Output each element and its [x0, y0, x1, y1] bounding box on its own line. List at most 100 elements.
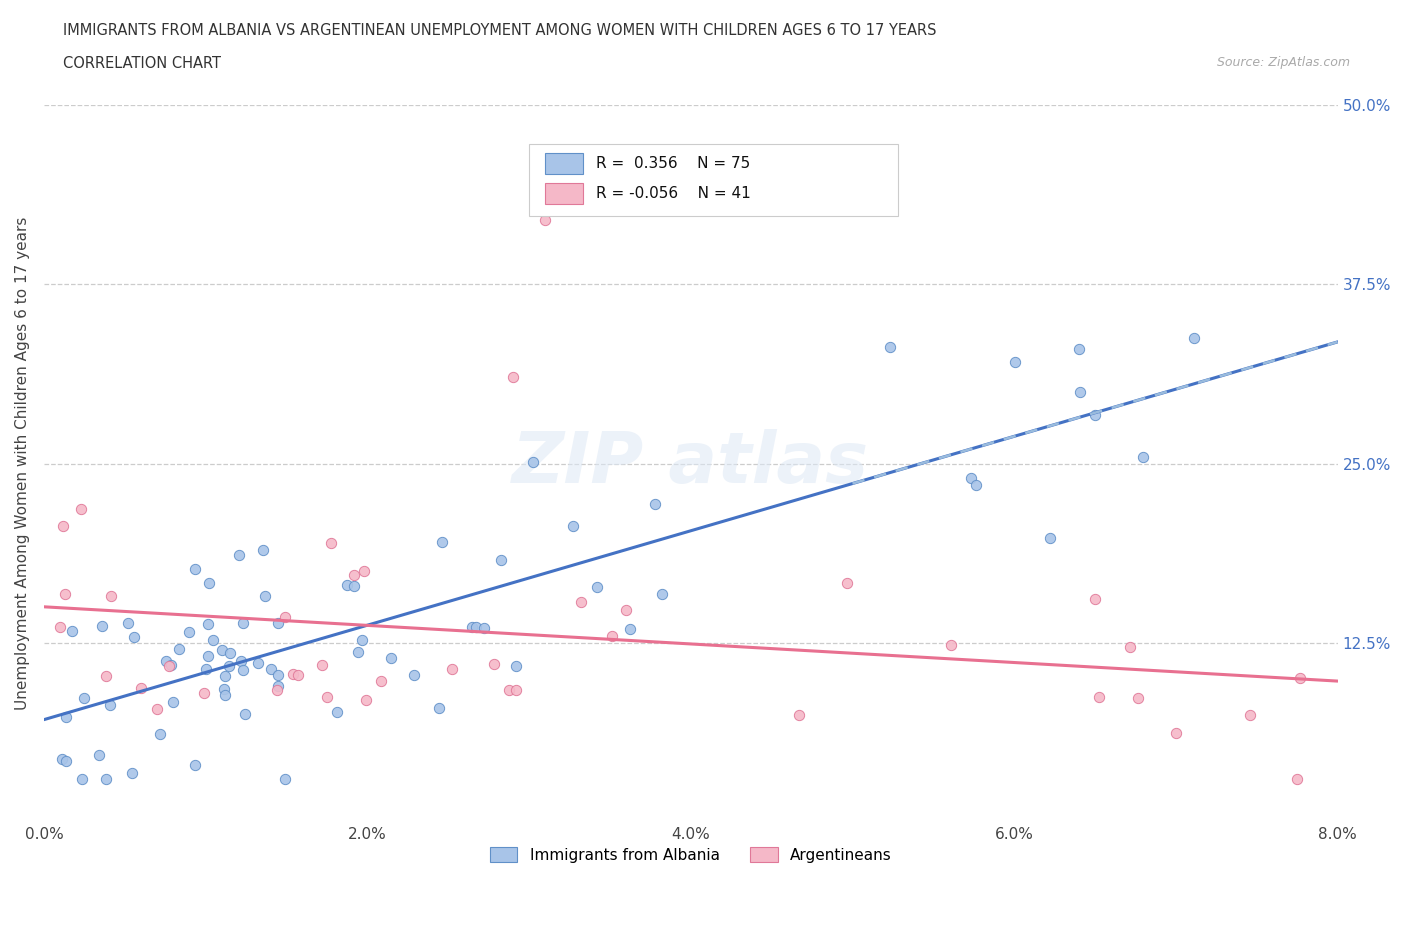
Point [274, 772, 297, 787]
Point [212, 682, 235, 697]
Point [184, 758, 207, 773]
Point [49, 619, 72, 634]
Point [522, 455, 544, 470]
Point [253, 589, 276, 604]
Point [231, 654, 253, 669]
Point [167, 641, 190, 656]
Point [149, 726, 172, 741]
Point [202, 632, 225, 647]
Point [402, 668, 425, 683]
Point [965, 478, 987, 493]
Point [160, 658, 183, 672]
Point [343, 567, 366, 582]
Point [353, 564, 375, 578]
Point [505, 658, 527, 673]
Point [281, 667, 304, 682]
Point [194, 662, 217, 677]
Point [214, 687, 236, 702]
Point [491, 552, 513, 567]
Text: R =  0.356    N = 75: R = 0.356 N = 75 [596, 156, 751, 171]
Point [1069, 385, 1091, 400]
Point [157, 658, 180, 673]
Point [370, 674, 392, 689]
Point [53, 586, 76, 601]
Point [117, 616, 139, 631]
FancyBboxPatch shape [544, 183, 583, 205]
Point [197, 617, 219, 631]
Point [600, 628, 623, 643]
Point [614, 603, 637, 618]
Point [162, 695, 184, 710]
Point [98, 698, 121, 712]
Point [122, 630, 145, 644]
Point [1132, 449, 1154, 464]
Point [1004, 354, 1026, 369]
Point [228, 548, 250, 563]
Point [347, 644, 370, 659]
Point [232, 662, 254, 677]
Point [197, 576, 219, 591]
Point [505, 683, 527, 698]
Point [562, 519, 585, 534]
Point [70, 772, 93, 787]
Point [1119, 640, 1142, 655]
FancyBboxPatch shape [529, 144, 898, 216]
Point [121, 765, 143, 780]
Text: R = -0.056    N = 41: R = -0.056 N = 41 [596, 186, 751, 201]
Point [586, 580, 609, 595]
Point [55, 710, 77, 724]
Point [1164, 725, 1187, 740]
Point [214, 669, 236, 684]
Point [427, 700, 450, 715]
Point [1039, 530, 1062, 545]
Point [1084, 407, 1107, 422]
Point [184, 562, 207, 577]
Point [218, 658, 240, 673]
Point [380, 651, 402, 666]
Point [177, 624, 200, 639]
Point [252, 542, 274, 557]
Point [1087, 689, 1109, 704]
Point [498, 683, 520, 698]
Point [155, 653, 177, 668]
Point [60, 623, 83, 638]
Y-axis label: Unemployment Among Women with Children Ages 6 to 17 years: Unemployment Among Women with Children A… [15, 217, 30, 711]
Point [267, 678, 290, 693]
Point [218, 645, 240, 660]
Point [464, 619, 486, 634]
Point [440, 662, 463, 677]
Point [94, 669, 117, 684]
Point [129, 681, 152, 696]
Point [619, 622, 641, 637]
Point [145, 701, 167, 716]
Point [430, 534, 453, 549]
Point [70, 501, 93, 516]
Point [267, 668, 290, 683]
Point [193, 685, 215, 700]
Point [1084, 591, 1107, 606]
Point [1285, 772, 1308, 787]
Point [90, 619, 112, 634]
Point [336, 578, 359, 592]
Point [879, 339, 901, 354]
Point [315, 689, 337, 704]
Point [232, 616, 254, 631]
Point [474, 620, 496, 635]
Text: ZIP atlas: ZIP atlas [512, 429, 869, 498]
Point [651, 587, 673, 602]
Point [482, 657, 505, 671]
Point [461, 619, 484, 634]
Point [1289, 671, 1312, 685]
Point [267, 616, 290, 631]
Point [233, 706, 256, 721]
Point [939, 638, 962, 653]
Point [352, 632, 374, 647]
Point [51, 751, 73, 766]
Point [266, 683, 288, 698]
Point [502, 370, 524, 385]
Point [534, 212, 557, 227]
Point [343, 578, 366, 593]
Point [55, 754, 77, 769]
Point [960, 471, 983, 485]
Point [274, 610, 297, 625]
